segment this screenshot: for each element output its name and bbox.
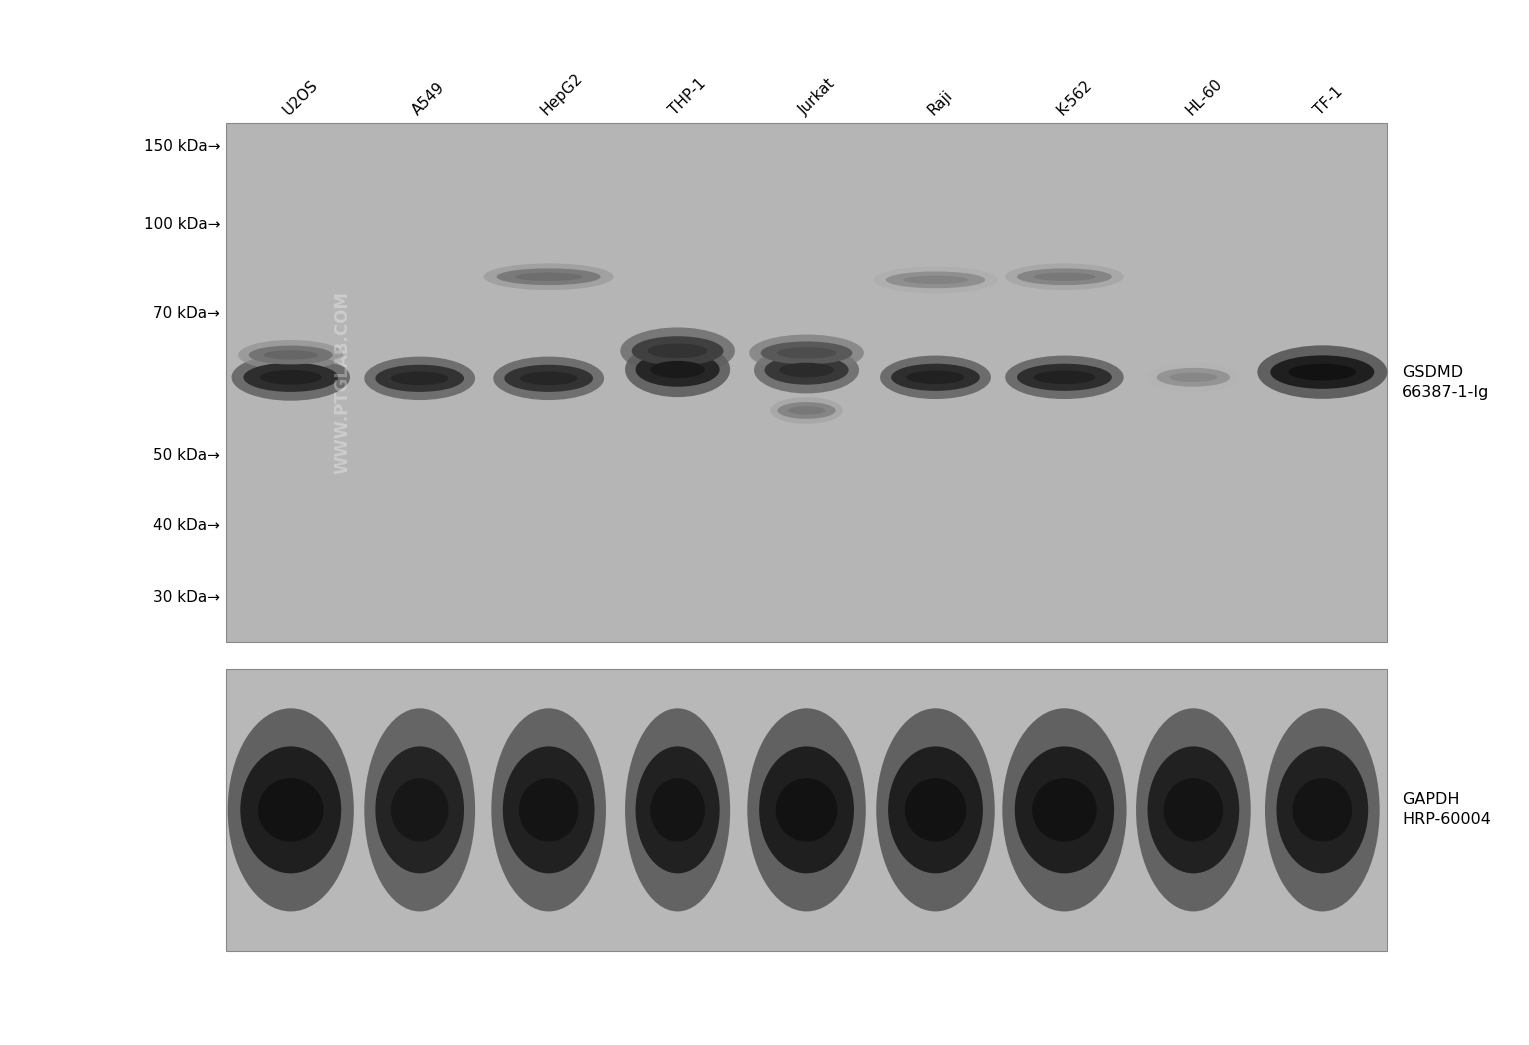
Ellipse shape bbox=[243, 363, 338, 392]
Ellipse shape bbox=[1034, 371, 1095, 385]
Ellipse shape bbox=[1257, 345, 1387, 399]
Ellipse shape bbox=[1034, 273, 1095, 281]
Ellipse shape bbox=[1003, 709, 1127, 911]
Ellipse shape bbox=[1147, 363, 1238, 392]
Ellipse shape bbox=[503, 746, 595, 874]
Ellipse shape bbox=[231, 354, 350, 400]
Ellipse shape bbox=[650, 361, 705, 378]
Ellipse shape bbox=[1277, 746, 1368, 874]
Ellipse shape bbox=[754, 347, 859, 393]
Ellipse shape bbox=[777, 402, 835, 419]
Ellipse shape bbox=[1164, 779, 1223, 841]
Ellipse shape bbox=[775, 779, 838, 841]
Ellipse shape bbox=[518, 779, 578, 841]
Ellipse shape bbox=[907, 371, 965, 385]
Text: 50 kDa→: 50 kDa→ bbox=[153, 448, 220, 463]
Text: THP-1: THP-1 bbox=[667, 75, 709, 118]
Bar bbox=[226, 123, 1387, 642]
Text: 40 kDa→: 40 kDa→ bbox=[153, 518, 220, 533]
Ellipse shape bbox=[1157, 368, 1229, 387]
Ellipse shape bbox=[758, 746, 853, 874]
Ellipse shape bbox=[625, 709, 731, 911]
Text: WWW.PTGLAB.COM: WWW.PTGLAB.COM bbox=[333, 291, 352, 474]
Text: 150 kDa→: 150 kDa→ bbox=[144, 139, 220, 154]
Ellipse shape bbox=[885, 272, 985, 288]
Ellipse shape bbox=[1032, 779, 1096, 841]
Text: GAPDH
HRP-60004: GAPDH HRP-60004 bbox=[1402, 792, 1491, 828]
Text: 100 kDa→: 100 kDa→ bbox=[144, 217, 220, 232]
Ellipse shape bbox=[520, 372, 578, 386]
Ellipse shape bbox=[260, 370, 321, 385]
Ellipse shape bbox=[873, 266, 997, 294]
Ellipse shape bbox=[1005, 263, 1124, 291]
Ellipse shape bbox=[1147, 746, 1238, 874]
Ellipse shape bbox=[240, 746, 341, 874]
Ellipse shape bbox=[650, 779, 705, 841]
Ellipse shape bbox=[891, 364, 980, 391]
Ellipse shape bbox=[621, 327, 735, 374]
Ellipse shape bbox=[1015, 746, 1115, 874]
Text: Raji: Raji bbox=[925, 88, 956, 118]
Text: HepG2: HepG2 bbox=[538, 70, 586, 118]
Ellipse shape bbox=[625, 342, 731, 397]
Ellipse shape bbox=[497, 269, 601, 285]
Ellipse shape bbox=[1289, 364, 1356, 380]
Ellipse shape bbox=[1264, 709, 1379, 911]
Ellipse shape bbox=[1136, 709, 1251, 911]
Ellipse shape bbox=[263, 350, 318, 359]
Ellipse shape bbox=[636, 746, 720, 874]
Ellipse shape bbox=[1271, 355, 1375, 389]
Ellipse shape bbox=[787, 407, 826, 415]
Text: A549: A549 bbox=[410, 79, 448, 118]
Ellipse shape bbox=[494, 356, 604, 400]
Ellipse shape bbox=[505, 365, 593, 392]
Ellipse shape bbox=[1292, 779, 1352, 841]
Bar bbox=[226, 669, 1387, 951]
Ellipse shape bbox=[904, 276, 968, 284]
Ellipse shape bbox=[764, 355, 849, 385]
Ellipse shape bbox=[1170, 373, 1217, 382]
Ellipse shape bbox=[239, 340, 344, 370]
Ellipse shape bbox=[881, 355, 991, 399]
Ellipse shape bbox=[749, 334, 864, 371]
Ellipse shape bbox=[391, 779, 448, 841]
Text: HL-60: HL-60 bbox=[1183, 76, 1225, 118]
Ellipse shape bbox=[760, 342, 853, 365]
Ellipse shape bbox=[376, 365, 465, 392]
Text: TF-1: TF-1 bbox=[1312, 84, 1346, 118]
Ellipse shape bbox=[258, 779, 324, 841]
Ellipse shape bbox=[748, 709, 865, 911]
Ellipse shape bbox=[376, 746, 465, 874]
Ellipse shape bbox=[364, 356, 476, 400]
Ellipse shape bbox=[771, 397, 842, 424]
Ellipse shape bbox=[876, 709, 995, 911]
Ellipse shape bbox=[777, 347, 836, 358]
Ellipse shape bbox=[1017, 364, 1112, 391]
Ellipse shape bbox=[1005, 355, 1124, 399]
Ellipse shape bbox=[636, 352, 720, 387]
Ellipse shape bbox=[905, 779, 966, 841]
Text: 30 kDa→: 30 kDa→ bbox=[153, 590, 220, 605]
Text: Jurkat: Jurkat bbox=[797, 76, 838, 118]
Ellipse shape bbox=[391, 372, 448, 386]
Text: K-562: K-562 bbox=[1053, 77, 1095, 118]
Text: U2OS: U2OS bbox=[280, 77, 321, 118]
Text: GSDMD
66387-1-Ig: GSDMD 66387-1-Ig bbox=[1402, 365, 1489, 400]
Ellipse shape bbox=[780, 363, 833, 377]
Ellipse shape bbox=[648, 344, 708, 358]
Ellipse shape bbox=[515, 273, 583, 281]
Ellipse shape bbox=[888, 746, 983, 874]
Ellipse shape bbox=[228, 709, 353, 911]
Text: 70 kDa→: 70 kDa→ bbox=[153, 306, 220, 321]
Ellipse shape bbox=[364, 709, 476, 911]
Ellipse shape bbox=[1017, 269, 1112, 285]
Ellipse shape bbox=[483, 263, 613, 291]
Ellipse shape bbox=[631, 336, 723, 366]
Ellipse shape bbox=[249, 346, 333, 365]
Ellipse shape bbox=[491, 709, 605, 911]
